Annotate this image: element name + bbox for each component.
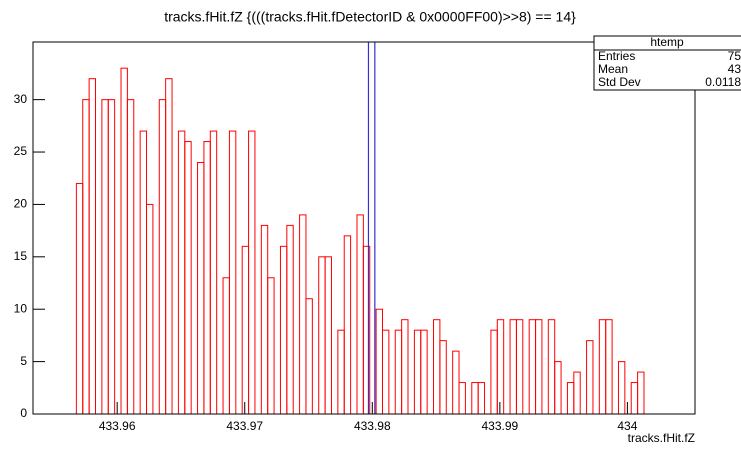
- x-tick-label: 433.96: [99, 419, 136, 433]
- stats-key: Mean: [598, 62, 628, 76]
- bar: [203, 141, 211, 415]
- y-tick-label: 15: [14, 249, 28, 263]
- bar: [528, 319, 537, 415]
- bar: [490, 329, 498, 415]
- bar: [637, 371, 645, 415]
- bar: [381, 329, 390, 415]
- bar: [439, 340, 447, 415]
- y-tick-label: 30: [14, 92, 28, 106]
- bar: [394, 329, 403, 415]
- stats-key: Entries: [598, 49, 635, 63]
- x-axis-label: tracks.fHit.fZ: [628, 431, 695, 445]
- bar: [605, 319, 613, 415]
- bar: [535, 319, 543, 415]
- bar: [177, 130, 186, 415]
- bar: [305, 298, 313, 415]
- bar: [126, 99, 135, 415]
- bar: [75, 182, 84, 415]
- x-tick-label: 434: [617, 419, 637, 433]
- bar: [452, 350, 460, 415]
- bar: [241, 245, 250, 415]
- bar: [139, 130, 148, 415]
- bar: [554, 361, 562, 415]
- bar: [356, 214, 364, 415]
- bar: [267, 277, 275, 415]
- bar: [458, 382, 466, 415]
- bar: [146, 203, 154, 415]
- bar: [471, 382, 479, 415]
- bar: [547, 319, 556, 415]
- stats-value: 43: [728, 62, 741, 76]
- bar: [209, 130, 218, 415]
- plot-frame: [32, 41, 696, 415]
- bar: [101, 99, 109, 415]
- x-tick-label: 433.98: [354, 419, 391, 433]
- y-tick-label: 10: [14, 301, 28, 315]
- bar: [375, 308, 383, 415]
- bar: [248, 130, 256, 415]
- bar: [184, 141, 192, 415]
- bar: [496, 319, 505, 415]
- bar: [197, 162, 205, 415]
- bar: [598, 319, 607, 415]
- bar: [573, 371, 581, 415]
- stats-title: htemp: [650, 35, 684, 49]
- bar: [222, 277, 230, 415]
- y-tick-label: 5: [20, 354, 27, 368]
- bar: [165, 78, 173, 415]
- y-tick-label: 25: [14, 144, 28, 158]
- stats-box: htemp Entries 75 Mean 43 Std Dev 0.0118: [593, 35, 741, 91]
- stats-key: Std Dev: [598, 75, 641, 89]
- bar: [279, 245, 288, 415]
- bar: [286, 224, 294, 415]
- bar: [477, 382, 486, 415]
- y-tick-label: 20: [14, 197, 28, 211]
- bar: [413, 329, 422, 415]
- bar: [433, 319, 441, 415]
- bar: [337, 329, 345, 415]
- bar: [617, 361, 626, 415]
- bar: [630, 382, 639, 415]
- x-tick-label: 433.97: [226, 419, 263, 433]
- bar: [318, 256, 326, 415]
- stats-value: 75: [728, 49, 741, 63]
- x-tick-label: 433.99: [481, 419, 518, 433]
- bar: [260, 224, 269, 415]
- stats-value: 0.0118: [705, 75, 741, 89]
- bar: [509, 319, 517, 415]
- stats-frame: [593, 35, 741, 91]
- bar: [228, 130, 237, 415]
- bar: [299, 214, 307, 415]
- bar: [107, 99, 116, 415]
- bar: [566, 382, 575, 415]
- bar: [158, 99, 167, 415]
- bar: [420, 329, 428, 415]
- bar: [82, 99, 90, 415]
- bar: [88, 78, 97, 415]
- bar: [343, 235, 352, 415]
- bar: [401, 319, 409, 415]
- bar: [515, 319, 524, 415]
- chart-title: tracks.fHit.fZ {(((tracks.fHit.fDetector…: [164, 9, 576, 25]
- bar: [324, 256, 332, 415]
- y-tick-label: 0: [20, 406, 27, 420]
- bar: [120, 67, 128, 415]
- bar: [586, 340, 594, 415]
